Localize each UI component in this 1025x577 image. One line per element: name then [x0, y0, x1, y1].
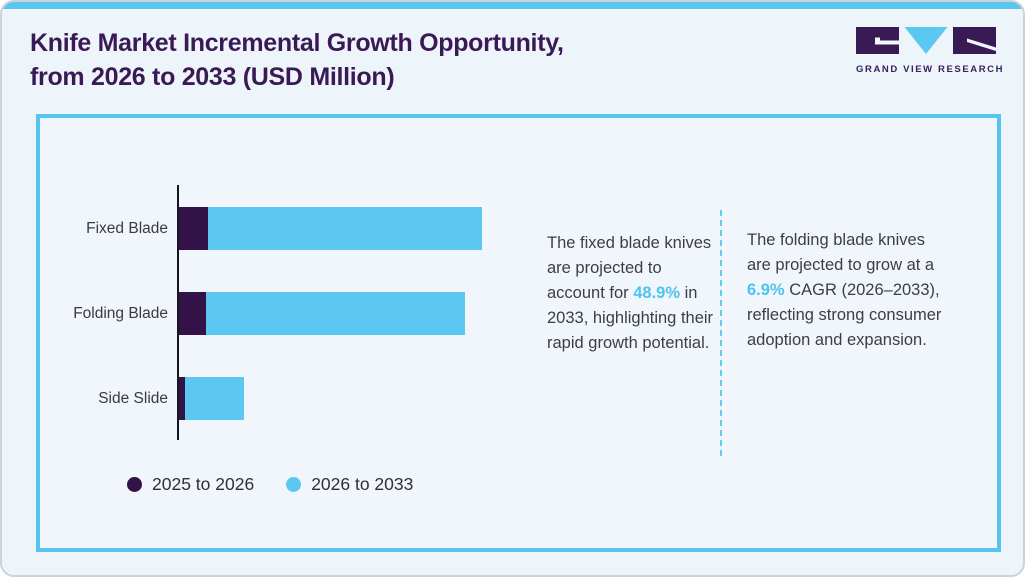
bar-segment [179, 292, 206, 335]
page-title-line2: from 2026 to 2033 (USD Million) [30, 63, 395, 91]
bar-segment [179, 207, 208, 250]
legend-label: 2026 to 2033 [311, 474, 414, 494]
chart-legend: 2025 to 2026 2026 to 2033 [127, 474, 445, 495]
highlight-percentage: 6.9% [747, 281, 785, 299]
bar-category-label: Fixed Blade [86, 219, 168, 237]
annotation-text: CAGR (2026–2033), reflecting strong cons… [747, 281, 942, 349]
page-title-line1: Knife Market Incremental Growth Opportun… [30, 29, 564, 57]
gvr-monogram-icon [856, 27, 996, 54]
annotation-folding-blade: The folding blade knives are projected t… [747, 228, 943, 353]
legend-dot-icon [286, 477, 302, 492]
bar-segments [179, 377, 244, 420]
annotation-fixed-blade: The fixed blade knives are projected to … [547, 231, 719, 356]
annotation-text: The folding blade knives are projected t… [747, 231, 935, 274]
bar-segments [179, 292, 465, 335]
legend-dot-icon [127, 477, 142, 492]
top-accent-strip [2, 2, 1023, 9]
annotation-text: The fixed blade knives are projected to … [547, 234, 712, 302]
chart-panel: Fixed Blade Folding Blade Side Slide The f… [36, 114, 1001, 552]
logo-wordmark: GRAND VIEW RESEARCH [856, 64, 1005, 75]
bar-segments [179, 207, 482, 250]
bar-segment [206, 292, 465, 335]
annotation-divider [720, 210, 722, 456]
legend-item: 2025 to 2026 [127, 474, 254, 495]
bar-segment [185, 377, 244, 420]
legend-item: 2026 to 2033 [286, 474, 413, 495]
annotation-text: in 2033, highlighting their rapid growth… [547, 284, 714, 352]
bar-category-label: Side Slide [98, 389, 168, 407]
legend-label: 2025 to 2026 [152, 474, 255, 494]
category-axis-line [177, 185, 179, 440]
bar-segment [208, 207, 482, 250]
grand-view-research-logo: GRAND VIEW RESEARCH [856, 27, 1005, 75]
bar-segment [179, 377, 185, 420]
highlight-percentage: 48.9% [633, 284, 681, 302]
bar-category-label: Folding Blade [73, 304, 168, 322]
page-title: Knife Market Incremental Growth Opportun… [30, 26, 564, 94]
